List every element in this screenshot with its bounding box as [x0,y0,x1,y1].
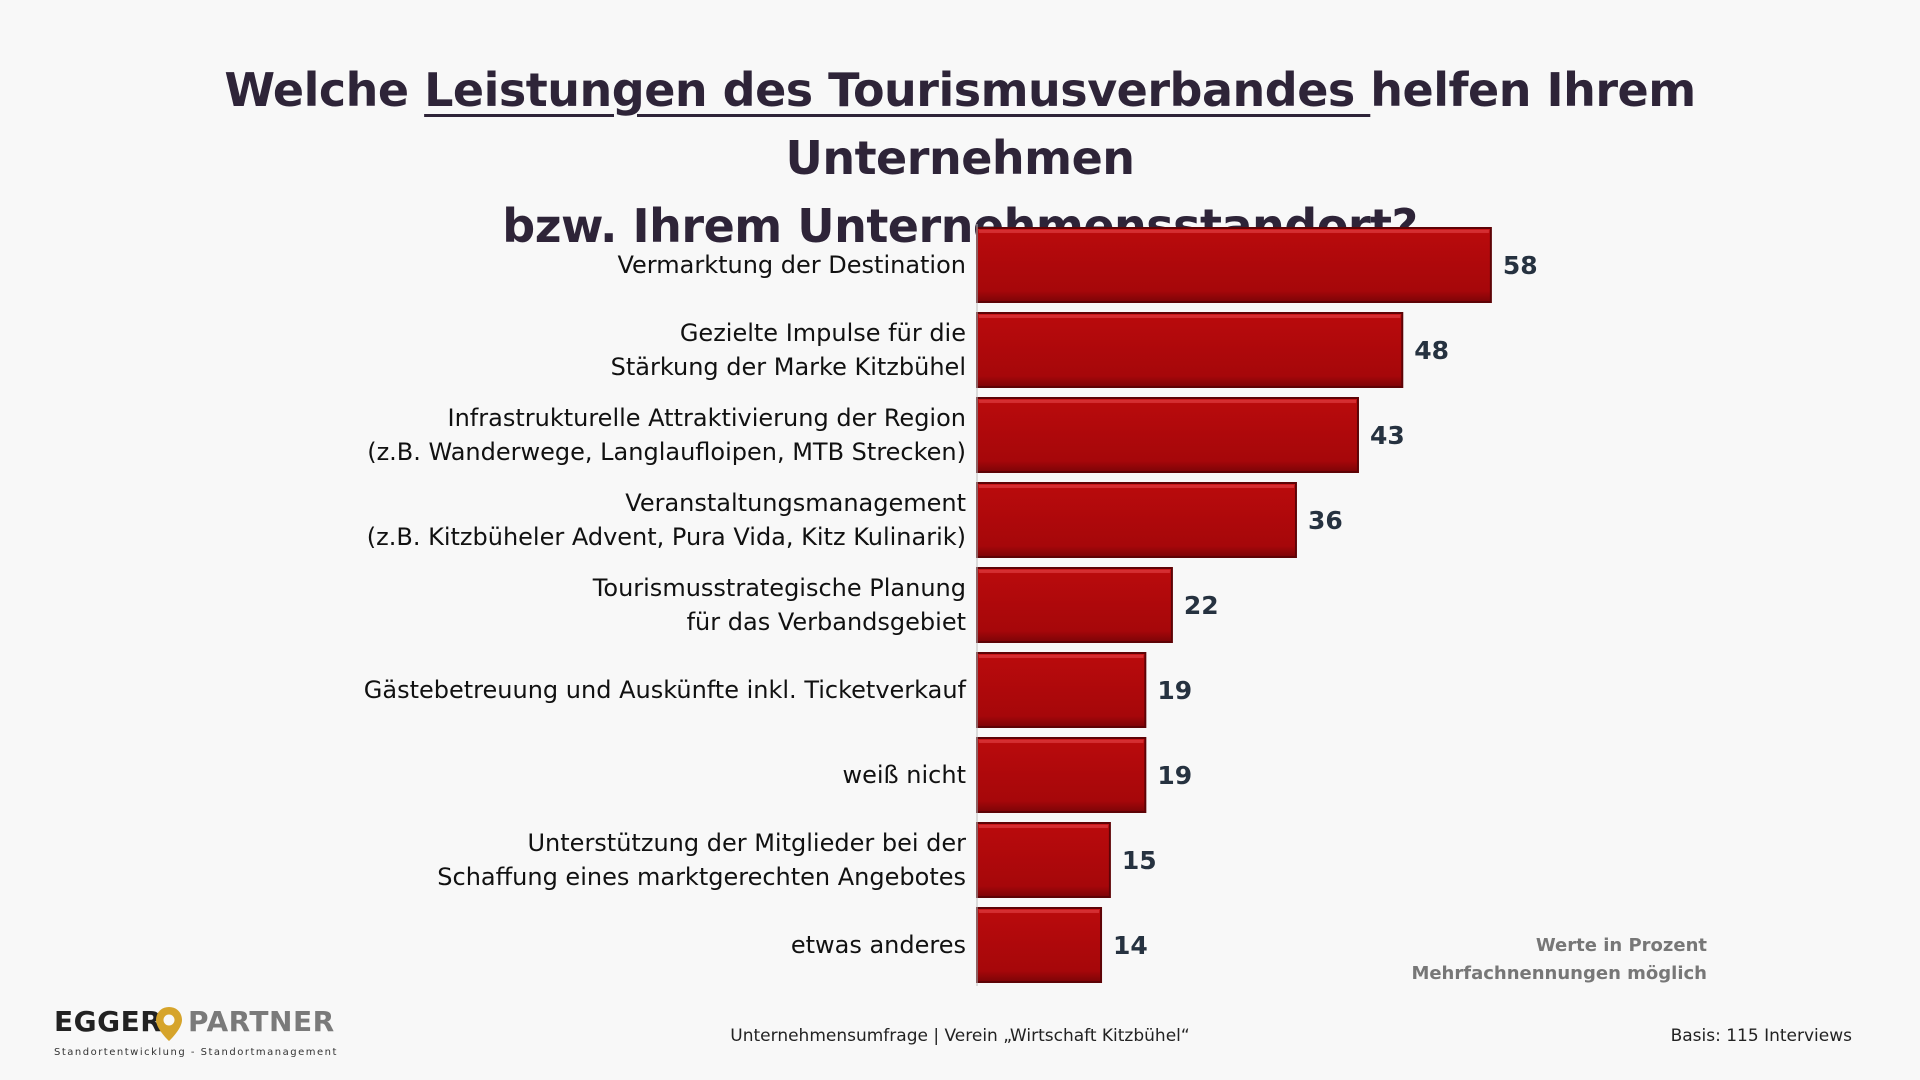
bar-6 [976,652,1147,728]
bar-3 [976,397,1359,473]
bar-highlight-9 [979,910,1100,913]
value-label-9: 14 [1113,931,1148,960]
category-label-9: etwas anderes [791,931,966,959]
bar-2 [976,312,1404,388]
category-label-3: Infrastrukturelle Attraktivierung der Re… [367,404,966,466]
company-logo: EGGER PARTNER Standortentwicklung - Stan… [54,1005,344,1065]
value-label-6: 19 [1157,676,1192,705]
bar-highlight-8 [979,825,1108,828]
logo-text-egger: EGGER [54,1005,163,1038]
footer-survey-source: Unternehmensumfrage | Verein „Wirtschaft… [730,1026,1190,1046]
map-pin-icon [156,1007,182,1041]
category-label-7: weiß nicht [842,761,966,789]
logo-text-partner: PARTNER [188,1005,335,1038]
category-label-5: Tourismusstrategische Planung für das Ver… [592,574,966,636]
value-label-8: 15 [1122,846,1157,875]
category-label-1: Vermarktung der Destination [617,251,966,279]
title-text-after: helfen Ihrem Unternehmen [785,63,1696,185]
value-label-3: 43 [1370,421,1405,450]
category-label-4: Veranstaltungsmanagement (z.B. Kitzbühele… [367,489,966,551]
title-text-underlined: Leistungen des Tourismusverbandes [424,63,1371,117]
bar-5 [976,567,1173,643]
bar-4 [976,482,1297,558]
note-multiple-answers: Mehrfachnennungen möglich [1411,963,1707,984]
bar-highlight-5 [979,570,1170,573]
category-label-2: Gezielte Impulse für die Stärkung der Mar… [611,319,966,381]
bar-7 [976,737,1147,813]
bar-1 [976,227,1492,303]
bars-layer: 58 Vermarktung der Destination 48 Gezielte … [364,224,1538,986]
bar-highlight-7 [979,740,1144,743]
value-label-2: 48 [1414,336,1449,365]
title-text-before: Welche [224,63,425,117]
value-label-7: 19 [1157,761,1192,790]
value-label-4: 36 [1308,506,1343,535]
chart-title: Welche Leistungen des Tourismusverbandes… [60,56,1860,260]
bar-highlight-4 [979,485,1294,488]
value-label-1: 58 [1503,251,1538,280]
bar-9 [976,907,1103,983]
bar-8 [976,822,1111,898]
logo-tagline: Standortentwicklung - Standortmanagement [54,1047,338,1058]
category-label-6: Gästebetreuung und Auskünfte inkl. Ticke… [364,676,967,704]
category-label-8: Unterstützung der Mitglieder bei der Scha… [437,829,966,891]
footer-sample-basis: Basis: 115 Interviews [1670,1026,1852,1046]
value-label-5: 22 [1184,591,1219,620]
bar-highlight-1 [979,230,1489,233]
bar-highlight-2 [979,315,1401,318]
note-values-in-percent: Werte in Prozent [1535,935,1707,956]
bar-highlight-6 [979,655,1144,658]
bar-highlight-3 [979,400,1356,403]
